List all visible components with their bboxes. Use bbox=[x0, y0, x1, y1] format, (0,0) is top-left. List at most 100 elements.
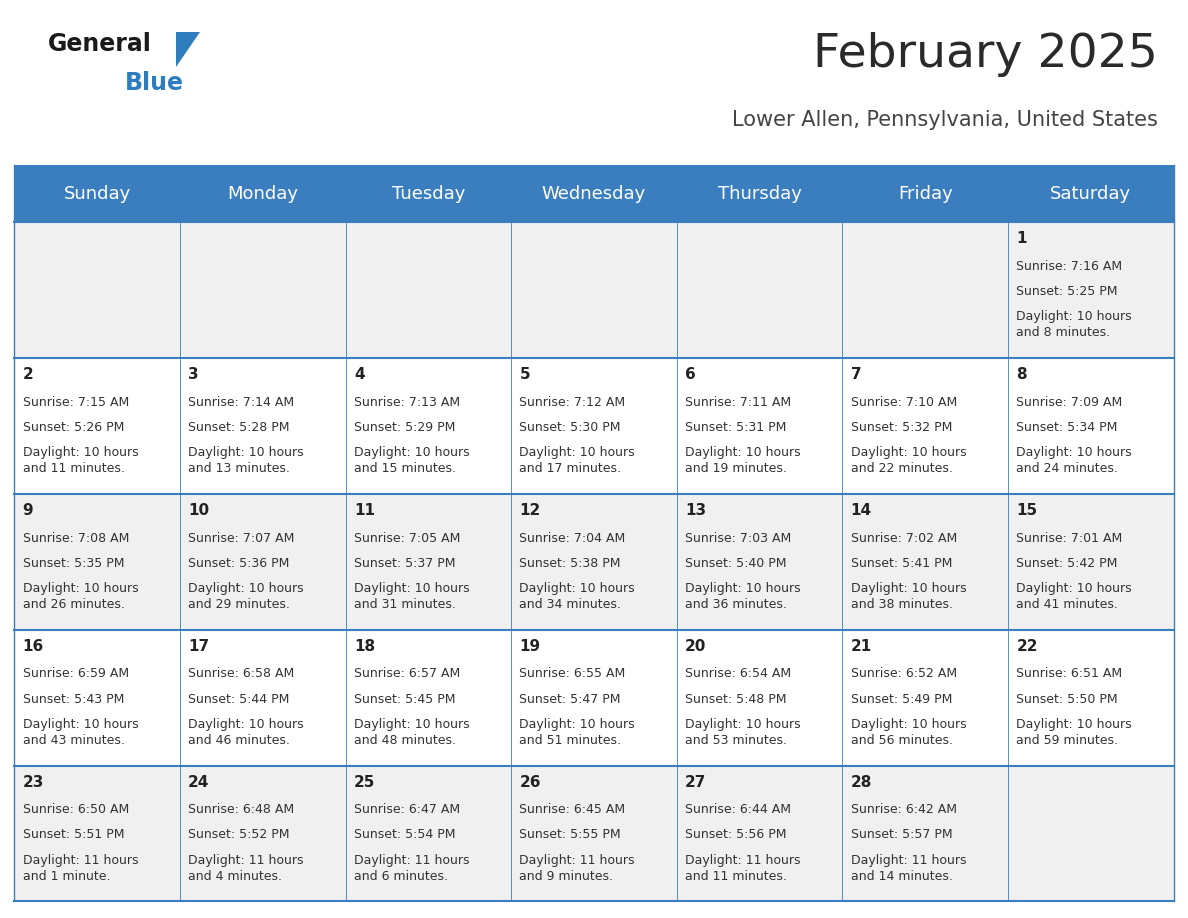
Text: Sunrise: 7:03 AM: Sunrise: 7:03 AM bbox=[685, 532, 791, 544]
Bar bbox=[14, 165, 179, 222]
Text: Sunrise: 7:08 AM: Sunrise: 7:08 AM bbox=[23, 532, 129, 544]
Bar bbox=[14, 630, 179, 766]
Text: 26: 26 bbox=[519, 775, 541, 789]
Text: Sunset: 5:25 PM: Sunset: 5:25 PM bbox=[1017, 285, 1118, 298]
Text: 25: 25 bbox=[354, 775, 375, 789]
Bar bbox=[842, 494, 1009, 630]
Text: Sunrise: 7:07 AM: Sunrise: 7:07 AM bbox=[188, 532, 295, 544]
Bar bbox=[179, 494, 346, 630]
Bar bbox=[511, 358, 677, 494]
Bar bbox=[14, 766, 179, 901]
Text: Lower Allen, Pennsylvania, United States: Lower Allen, Pennsylvania, United States bbox=[733, 110, 1158, 130]
Text: Sunrise: 7:05 AM: Sunrise: 7:05 AM bbox=[354, 532, 460, 544]
Bar bbox=[677, 494, 842, 630]
Bar bbox=[346, 494, 511, 630]
Text: Sunset: 5:49 PM: Sunset: 5:49 PM bbox=[851, 692, 952, 706]
Text: Daylight: 11 hours
and 9 minutes.: Daylight: 11 hours and 9 minutes. bbox=[519, 854, 636, 882]
Text: 11: 11 bbox=[354, 503, 375, 518]
Text: 17: 17 bbox=[188, 639, 209, 654]
Text: Sunrise: 6:55 AM: Sunrise: 6:55 AM bbox=[519, 667, 626, 680]
Text: 19: 19 bbox=[519, 639, 541, 654]
Text: 15: 15 bbox=[1017, 503, 1037, 518]
Bar bbox=[179, 766, 346, 901]
Text: February 2025: February 2025 bbox=[814, 32, 1158, 77]
Text: Sunrise: 6:59 AM: Sunrise: 6:59 AM bbox=[23, 667, 128, 680]
Text: Sunset: 5:55 PM: Sunset: 5:55 PM bbox=[519, 828, 621, 842]
Text: 16: 16 bbox=[23, 639, 44, 654]
Text: Daylight: 10 hours
and 8 minutes.: Daylight: 10 hours and 8 minutes. bbox=[1017, 310, 1132, 339]
Text: 18: 18 bbox=[354, 639, 375, 654]
Text: 5: 5 bbox=[519, 367, 530, 382]
Text: Sunset: 5:32 PM: Sunset: 5:32 PM bbox=[851, 420, 952, 434]
Text: Sunset: 5:41 PM: Sunset: 5:41 PM bbox=[851, 556, 952, 570]
Text: Sunrise: 6:57 AM: Sunrise: 6:57 AM bbox=[354, 667, 460, 680]
Text: Sunrise: 6:42 AM: Sunrise: 6:42 AM bbox=[851, 803, 956, 816]
Text: 12: 12 bbox=[519, 503, 541, 518]
Text: 14: 14 bbox=[851, 503, 872, 518]
Bar bbox=[842, 630, 1009, 766]
Bar bbox=[842, 165, 1009, 222]
Text: Sunset: 5:31 PM: Sunset: 5:31 PM bbox=[685, 420, 786, 434]
Text: Sunset: 5:38 PM: Sunset: 5:38 PM bbox=[519, 556, 621, 570]
Text: 21: 21 bbox=[851, 639, 872, 654]
Text: Daylight: 10 hours
and 19 minutes.: Daylight: 10 hours and 19 minutes. bbox=[685, 446, 801, 475]
Bar bbox=[14, 358, 179, 494]
Bar bbox=[346, 165, 511, 222]
Bar bbox=[179, 358, 346, 494]
Text: Monday: Monday bbox=[227, 185, 298, 203]
Text: Sunrise: 7:01 AM: Sunrise: 7:01 AM bbox=[1017, 532, 1123, 544]
Text: Sunrise: 7:09 AM: Sunrise: 7:09 AM bbox=[1017, 396, 1123, 409]
Text: Saturday: Saturday bbox=[1050, 185, 1131, 203]
Text: 3: 3 bbox=[188, 367, 198, 382]
Bar bbox=[346, 766, 511, 901]
Text: Daylight: 10 hours
and 59 minutes.: Daylight: 10 hours and 59 minutes. bbox=[1017, 718, 1132, 746]
Text: 20: 20 bbox=[685, 639, 707, 654]
Text: Sunset: 5:47 PM: Sunset: 5:47 PM bbox=[519, 692, 621, 706]
Bar bbox=[511, 165, 677, 222]
Text: Sunset: 5:56 PM: Sunset: 5:56 PM bbox=[685, 828, 786, 842]
Bar bbox=[179, 630, 346, 766]
Text: Daylight: 10 hours
and 56 minutes.: Daylight: 10 hours and 56 minutes. bbox=[851, 718, 966, 746]
Bar bbox=[511, 494, 677, 630]
Text: Daylight: 10 hours
and 15 minutes.: Daylight: 10 hours and 15 minutes. bbox=[354, 446, 469, 475]
Text: Sunset: 5:54 PM: Sunset: 5:54 PM bbox=[354, 828, 455, 842]
Text: Daylight: 10 hours
and 48 minutes.: Daylight: 10 hours and 48 minutes. bbox=[354, 718, 469, 746]
Text: Sunset: 5:57 PM: Sunset: 5:57 PM bbox=[851, 828, 953, 842]
Text: 1: 1 bbox=[1017, 231, 1026, 246]
Text: Daylight: 11 hours
and 14 minutes.: Daylight: 11 hours and 14 minutes. bbox=[851, 854, 966, 882]
Bar bbox=[677, 358, 842, 494]
Text: 7: 7 bbox=[851, 367, 861, 382]
Text: Sunset: 5:51 PM: Sunset: 5:51 PM bbox=[23, 828, 124, 842]
Bar bbox=[677, 630, 842, 766]
Text: Daylight: 10 hours
and 43 minutes.: Daylight: 10 hours and 43 minutes. bbox=[23, 718, 138, 746]
Bar bbox=[677, 766, 842, 901]
Text: Daylight: 10 hours
and 13 minutes.: Daylight: 10 hours and 13 minutes. bbox=[188, 446, 304, 475]
Text: Sunset: 5:30 PM: Sunset: 5:30 PM bbox=[519, 420, 621, 434]
Text: 10: 10 bbox=[188, 503, 209, 518]
Text: Sunrise: 6:48 AM: Sunrise: 6:48 AM bbox=[188, 803, 295, 816]
Bar bbox=[511, 766, 677, 901]
Text: Daylight: 10 hours
and 31 minutes.: Daylight: 10 hours and 31 minutes. bbox=[354, 582, 469, 610]
Text: Sunset: 5:45 PM: Sunset: 5:45 PM bbox=[354, 692, 455, 706]
Bar bbox=[179, 222, 346, 358]
Text: 22: 22 bbox=[1017, 639, 1038, 654]
Text: Daylight: 10 hours
and 41 minutes.: Daylight: 10 hours and 41 minutes. bbox=[1017, 582, 1132, 610]
Text: 2: 2 bbox=[23, 367, 33, 382]
Text: Sunset: 5:40 PM: Sunset: 5:40 PM bbox=[685, 556, 786, 570]
Bar bbox=[14, 494, 179, 630]
Text: Sunset: 5:26 PM: Sunset: 5:26 PM bbox=[23, 420, 124, 434]
Text: Sunset: 5:48 PM: Sunset: 5:48 PM bbox=[685, 692, 786, 706]
Text: Sunrise: 7:16 AM: Sunrise: 7:16 AM bbox=[1017, 260, 1123, 273]
Text: Sunset: 5:28 PM: Sunset: 5:28 PM bbox=[188, 420, 290, 434]
Text: Sunset: 5:36 PM: Sunset: 5:36 PM bbox=[188, 556, 290, 570]
Text: Sunrise: 6:50 AM: Sunrise: 6:50 AM bbox=[23, 803, 128, 816]
Text: Daylight: 11 hours
and 1 minute.: Daylight: 11 hours and 1 minute. bbox=[23, 854, 138, 882]
Text: Sunrise: 6:54 AM: Sunrise: 6:54 AM bbox=[685, 667, 791, 680]
Text: Blue: Blue bbox=[125, 71, 184, 95]
Text: Sunday: Sunday bbox=[63, 185, 131, 203]
Text: Daylight: 10 hours
and 17 minutes.: Daylight: 10 hours and 17 minutes. bbox=[519, 446, 636, 475]
Text: 6: 6 bbox=[685, 367, 696, 382]
Bar bbox=[842, 358, 1009, 494]
Text: Daylight: 10 hours
and 46 minutes.: Daylight: 10 hours and 46 minutes. bbox=[188, 718, 304, 746]
Text: Tuesday: Tuesday bbox=[392, 185, 465, 203]
